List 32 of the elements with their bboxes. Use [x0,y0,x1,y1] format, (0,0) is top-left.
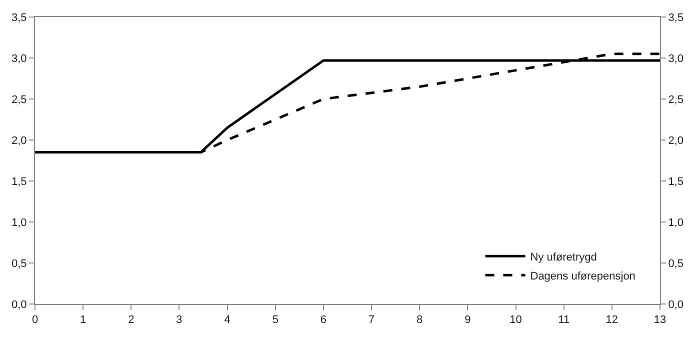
y2-tick-label: 0,5 [668,258,684,270]
y2-tick-label: 3,0 [668,52,684,65]
x-tick-label: 12 [606,314,618,326]
y-tick-label: 0,0 [12,298,27,311]
y2-tick-label: 0,0 [668,298,684,311]
y-tick-label: 1,0 [12,216,27,229]
x-tick-label: 9 [464,314,471,326]
y2-tick-label: 1,0 [668,216,684,229]
legend-label: Dagens uførepensjon [530,270,636,282]
y-tick-label: 0,5 [12,258,27,270]
x-tick-label: 10 [510,314,522,326]
x-tick-label: 3 [176,314,182,326]
x-tick-label: 1 [80,314,86,326]
x-tick-label: 5 [272,314,278,326]
y2-tick-label: 2,0 [668,134,684,147]
x-tick-label: 0 [32,314,38,326]
y-tick-label: 3,5 [12,12,27,24]
y-tick-label: 3,0 [12,52,27,65]
x-tick-label: 7 [368,314,375,326]
y2-tick-label: 1,5 [668,176,684,188]
x-tick-label: 8 [416,314,423,326]
y-tick-label: 1,5 [12,176,27,188]
x-tick-label: 2 [128,314,134,326]
x-tick-label: 11 [558,314,570,326]
x-tick-label: 4 [224,314,230,326]
y2-tick-label: 2,5 [668,94,684,106]
legend-label: Ny uføretrygd [530,251,597,264]
y-tick-label: 2,0 [12,134,27,147]
x-tick-label: 13 [654,314,666,326]
y2-tick-label: 3,5 [668,12,684,24]
x-tick-label: 6 [320,314,327,326]
y-tick-label: 2,5 [12,94,27,106]
